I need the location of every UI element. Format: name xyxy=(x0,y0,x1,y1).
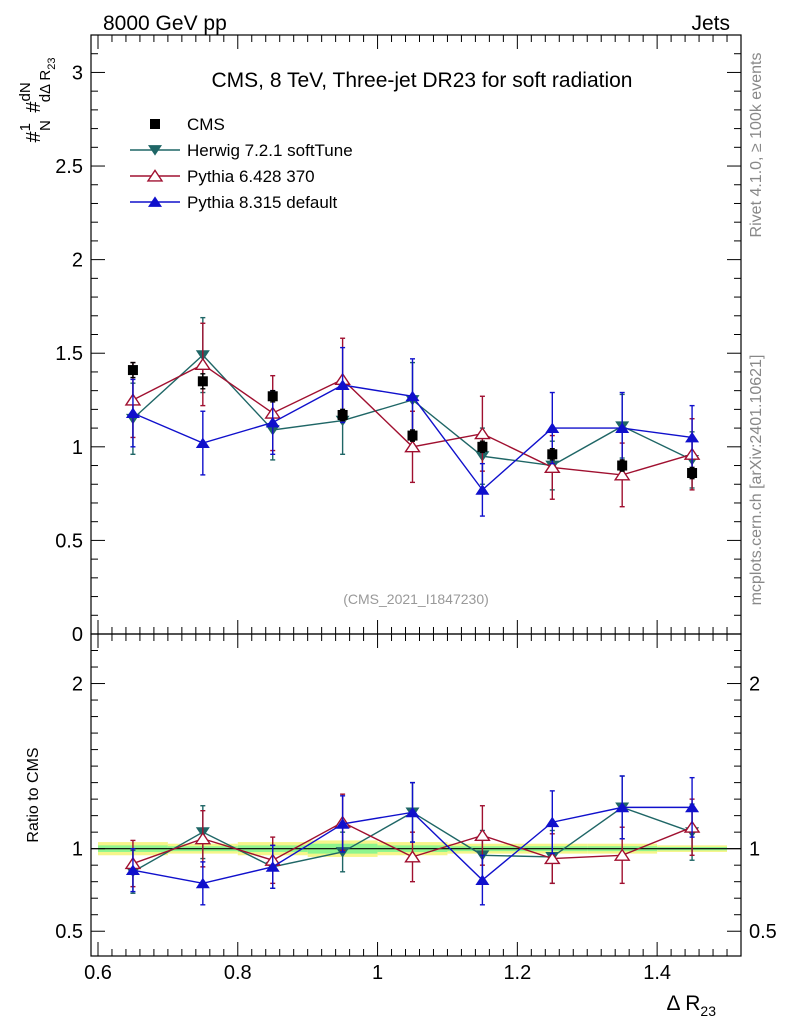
data-point-cms xyxy=(617,460,628,471)
ratio-y-tick-label-right: 1 xyxy=(749,839,760,861)
y-axis-label-main-part: dN xyxy=(17,82,34,101)
x-tick-label: 1.4 xyxy=(643,962,671,984)
data-point-pythia8 xyxy=(335,379,350,390)
legend-label-herwig: Herwig 7.2.1 softTune xyxy=(187,141,353,160)
ratio-point-pythia6 xyxy=(194,831,212,845)
energy-label: 8000 GeV pp xyxy=(103,12,227,35)
ratio-point-pythia8 xyxy=(195,877,210,889)
ratio-series-pythia6 xyxy=(124,793,701,888)
x-axis-label: Δ R23 xyxy=(667,992,717,1019)
main-panel: 0 0.5 1 1.5 2 2.5 3 CMS, 8 TeV, Three-jet DR23… xyxy=(55,34,742,646)
data-point-pythia6 xyxy=(613,468,631,481)
legend-label-pythia6: Pythia 6.428 370 xyxy=(187,167,315,186)
data-point-pythia8 xyxy=(265,416,280,428)
data-point-pythia8 xyxy=(615,422,630,433)
legend: CMS Herwig 7.2.1 softTune Pythia 6.428 370… xyxy=(130,115,353,212)
data-point-pythia8 xyxy=(685,431,700,443)
analysis-id: (CMS_2021_I1847230) xyxy=(343,591,489,607)
series-cms xyxy=(127,361,698,480)
ratio-point-pythia6 xyxy=(543,851,561,865)
data-point-cms xyxy=(197,376,208,387)
series-pythia8 xyxy=(125,346,700,517)
y-axis-label-main: #1 N #dN dΔ R23 xyxy=(17,58,58,143)
x-tick-label: 1 xyxy=(372,962,383,984)
ratio-point-pythia8 xyxy=(685,801,700,813)
y-axis-label-main-part: N xyxy=(37,120,54,131)
y-tick-label: 1 xyxy=(72,437,83,459)
x-axis-label-sub: 23 xyxy=(700,1003,716,1019)
ratio-series-pythia8 xyxy=(125,775,700,906)
data-point-pythia8 xyxy=(125,407,140,419)
ratio-point-pythia8 xyxy=(475,874,490,885)
ratio-point-pythia8 xyxy=(405,806,420,818)
ratio-point-pythia8 xyxy=(335,818,350,829)
legend-label-cms: CMS xyxy=(187,115,225,134)
y-axis-label-ratio: Ratio to CMS xyxy=(25,747,42,842)
legend-marker-herwig xyxy=(148,145,162,156)
mcplots-label: mcplots.cern.ch [arXiv:2401.10621] xyxy=(748,355,765,606)
ratio-y-tick-label: 0.5 xyxy=(55,921,83,943)
x-axis-label-main: Δ R xyxy=(667,992,701,1015)
data-point-cms xyxy=(477,441,488,452)
ratio-point-pythia8 xyxy=(125,864,140,876)
y-tick-label: 0.5 xyxy=(55,530,83,552)
y-tick-label: 0 xyxy=(72,624,83,646)
data-point-cms xyxy=(687,468,698,479)
ratio-panel: 0.5 0.5 1 1 2 2 xyxy=(55,633,777,957)
data-point-pythia6 xyxy=(404,439,421,453)
process-label: Jets xyxy=(691,12,730,35)
x-tick-label: 0.8 xyxy=(224,962,252,984)
legend-marker-pythia6 xyxy=(146,169,164,182)
data-point-cms xyxy=(547,449,558,460)
x-tick-label: 1.2 xyxy=(503,962,531,984)
x-tick-label: 0.6 xyxy=(84,962,112,984)
y-axis-label-main-part: 23 xyxy=(46,58,58,70)
chart-title: CMS, 8 TeV, Three-jet DR23 for soft radi… xyxy=(212,69,633,92)
data-point-pythia6 xyxy=(543,460,561,474)
y-tick-label: 1.5 xyxy=(55,343,83,365)
y-axis-label-main-text: #1 N #dN dΔ R23 xyxy=(17,58,58,143)
y-axis-label-main-part: # xyxy=(23,130,45,142)
data-point-cms xyxy=(337,409,348,420)
y-tick-label: 2 xyxy=(72,250,83,272)
legend-item-herwig: Herwig 7.2.1 softTune xyxy=(130,141,353,160)
legend-marker-pythia8 xyxy=(148,196,162,207)
ratio-point-pythia8 xyxy=(265,861,280,872)
y-axis-label-main-part: # xyxy=(23,101,45,119)
data-point-pythia6 xyxy=(194,357,212,371)
legend-item-pythia6: Pythia 6.428 370 xyxy=(130,167,315,186)
ratio-point-pythia8 xyxy=(615,801,630,813)
legend-marker-cms xyxy=(150,119,160,129)
ratio-point-pythia6 xyxy=(613,848,631,861)
y-axis-label-main-part: dΔ R xyxy=(37,70,54,103)
ratio-point-pythia6 xyxy=(404,850,421,863)
ratio-point-pythia6 xyxy=(474,828,491,842)
legend-item-pythia8: Pythia 8.315 default xyxy=(130,193,338,212)
data-point-pythia8 xyxy=(195,437,210,448)
data-point-pythia6 xyxy=(474,426,491,440)
ratio-y-tick-label-right: 0.5 xyxy=(749,921,777,943)
data-point-pythia8 xyxy=(475,484,490,495)
data-point-cms xyxy=(407,430,418,441)
ratio-y-tick-label: 1 xyxy=(72,839,83,861)
ratio-point-pythia8 xyxy=(545,816,560,828)
ratio-y-tick-label: 2 xyxy=(72,674,83,696)
data-point-pythia8 xyxy=(405,390,420,402)
data-point-pythia8 xyxy=(545,422,560,433)
y-axis-label-main-part: 1 xyxy=(17,123,34,131)
data-point-cms xyxy=(267,391,278,402)
rivet-label: Rivet 4.1.0, ≥ 100k events xyxy=(748,53,765,238)
legend-item-cms: CMS xyxy=(150,115,225,134)
ratio-y-tick-label-right: 2 xyxy=(749,674,760,696)
legend-label-pythia8: Pythia 8.315 default xyxy=(187,193,338,212)
y-tick-label: 3 xyxy=(72,62,83,84)
ratio-frame xyxy=(90,633,742,957)
data-point-cms xyxy=(127,365,138,376)
y-tick-label: 2.5 xyxy=(55,156,83,178)
